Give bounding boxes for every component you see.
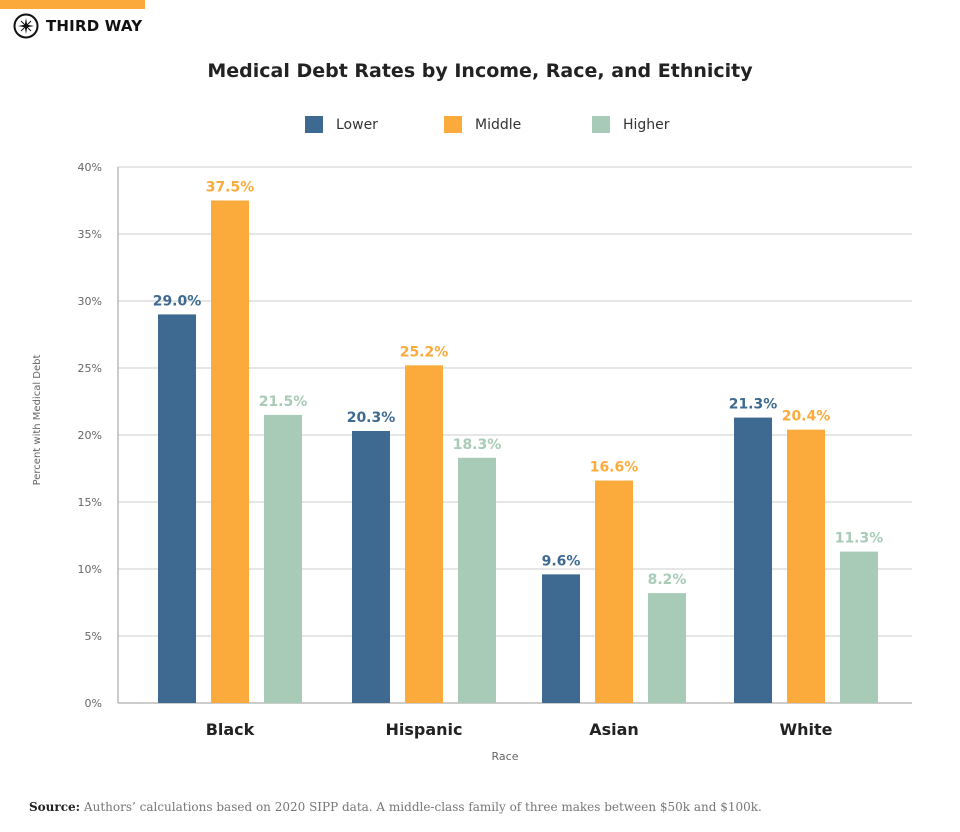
- data-label: 8.2%: [648, 572, 687, 588]
- source-text: Authors’ calculations based on 2020 SIPP…: [83, 800, 762, 814]
- legend-swatch-higher: [592, 116, 610, 133]
- x-axis-label: Race: [492, 750, 519, 763]
- source-note: Source: Authors’ calculations based on 2…: [29, 800, 762, 814]
- plot-area: 0% 5% 10% 15% 20% 25% 30% 35% 40% Percent with Me…: [32, 116, 912, 763]
- legend-swatch-middle: [444, 116, 462, 133]
- data-label: 21.5%: [259, 394, 308, 410]
- y-tick-label: 40%: [78, 161, 102, 174]
- bar-higher: [264, 414, 302, 703]
- y-tick-label: 30%: [78, 295, 102, 308]
- x-tick-label: Black: [206, 720, 255, 739]
- data-label: 20.3%: [347, 410, 396, 426]
- y-tick-label: 5%: [85, 630, 102, 643]
- bar-middle: [405, 365, 443, 703]
- data-label: 11.3%: [835, 531, 884, 547]
- legend-label: Middle: [475, 117, 521, 133]
- data-label: 16.6%: [590, 460, 639, 476]
- y-tick-label: 35%: [78, 228, 102, 241]
- bar-lower: [158, 314, 196, 703]
- y-tick-label: 0%: [85, 697, 102, 710]
- bar-higher: [648, 593, 686, 703]
- brand-accent-bar: [0, 0, 145, 9]
- legend-label: Higher: [623, 117, 670, 133]
- x-tick-label: White: [779, 720, 832, 739]
- chart-title: Medical Debt Rates by Income, Race, and …: [207, 60, 753, 82]
- legend-label: Lower: [336, 117, 378, 133]
- bar-middle: [787, 429, 825, 703]
- compass-icon: [13, 13, 39, 39]
- y-tick-label: 20%: [78, 429, 102, 442]
- x-tick-label: Hispanic: [385, 720, 462, 739]
- logo: THIRD WAY: [13, 13, 142, 39]
- y-tick-label: 15%: [78, 496, 102, 509]
- x-tick-label: Asian: [589, 720, 639, 739]
- logo-text: THIRD WAY: [46, 17, 143, 35]
- data-label: 20.4%: [782, 409, 831, 425]
- y-axis-label: Percent with Medical Debt: [32, 355, 43, 486]
- data-label: 25.2%: [400, 344, 449, 360]
- bar-middle: [211, 200, 249, 703]
- data-label: 9.6%: [542, 553, 581, 569]
- bar-higher: [840, 551, 878, 703]
- data-label: 21.3%: [729, 397, 778, 413]
- bar-lower: [352, 430, 390, 703]
- source-label: Source:: [29, 800, 81, 814]
- legend-swatch-lower: [305, 116, 323, 133]
- data-label: 37.5%: [206, 180, 255, 196]
- data-label: 18.3%: [453, 437, 502, 453]
- data-label: 29.0%: [153, 293, 202, 309]
- bar-lower: [734, 417, 772, 703]
- bar-middle: [595, 480, 633, 703]
- y-tick-label: 25%: [78, 362, 102, 375]
- bar-lower: [542, 574, 580, 703]
- bar-higher: [458, 457, 496, 703]
- y-tick-label: 10%: [78, 563, 102, 576]
